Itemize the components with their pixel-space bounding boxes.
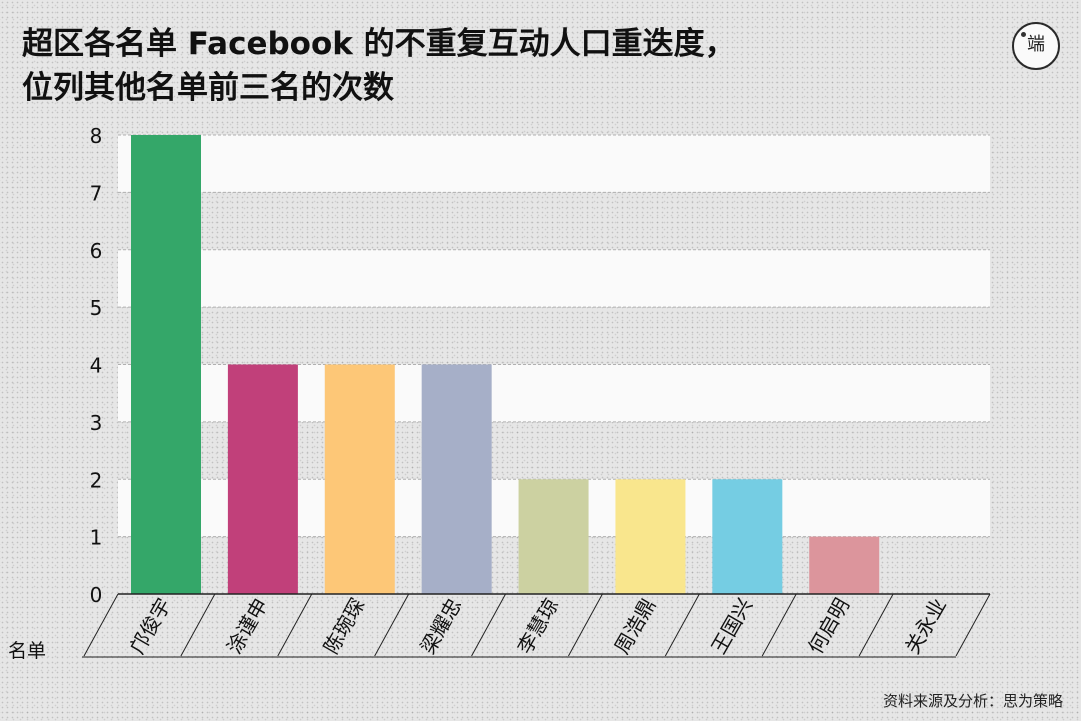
- bar: [421, 364, 492, 594]
- x-tick-separator: [83, 593, 119, 657]
- x-tick-separator: [374, 593, 410, 657]
- bar: [227, 364, 298, 594]
- x-category-label: 涂谨申: [222, 594, 273, 658]
- y-tick-label: 4: [90, 354, 103, 378]
- y-tick-label: 6: [90, 239, 103, 263]
- bar: [324, 364, 395, 594]
- bar: [712, 479, 783, 594]
- bar: [131, 135, 201, 594]
- y-tick-label: 8: [90, 124, 103, 148]
- y-tick-label: 2: [90, 468, 103, 492]
- y-tick-label: 7: [90, 181, 103, 205]
- x-axis-label: 名单: [8, 640, 46, 662]
- x-axis: [82, 593, 991, 658]
- grid-band: [118, 135, 990, 193]
- bar: [615, 479, 686, 594]
- bar: [809, 536, 880, 594]
- x-category-label: 关永业: [900, 594, 951, 658]
- y-tick-label: 0: [90, 583, 103, 607]
- y-tick-label: 5: [90, 296, 103, 320]
- x-tick-separator: [761, 593, 797, 657]
- x-category-label: 陈琬琛: [319, 594, 370, 658]
- grid-band: [118, 249, 990, 308]
- chart-title: 超区各名单 Facebook 的不重复互动人口重迭度， 位列其他名单前三名的次数: [22, 22, 736, 110]
- y-tick-label: 1: [90, 526, 103, 550]
- x-tick-separator: [180, 593, 216, 657]
- logo-glyph: 端: [1027, 34, 1045, 55]
- publisher-logo: 端: [1012, 22, 1060, 70]
- logo-dot-icon: [1021, 32, 1026, 37]
- x-tick-separator: [858, 593, 894, 657]
- x-category-label: 梁耀忠: [416, 594, 467, 658]
- source-note: 资料来源及分析：思为策略: [882, 692, 1063, 710]
- x-tick-separator: [277, 593, 313, 657]
- x-tick-separator: [955, 593, 991, 657]
- bars: [131, 135, 880, 594]
- chart-title-line-1: 超区各名单 Facebook 的不重复互动人口重迭度，: [22, 26, 736, 62]
- chart-title-line-2: 位列其他名单前三名的次数: [22, 70, 394, 106]
- x-tick-separator: [568, 593, 603, 657]
- x-category-label: 李慧琼: [513, 594, 564, 658]
- y-tick-labels: 0 1 2 3 4 5 6 7 8: [90, 124, 103, 607]
- x-category-label: 邝俊宇: [125, 594, 176, 658]
- y-tick-label: 3: [90, 411, 103, 435]
- x-category-label: 何启明: [803, 594, 854, 658]
- x-category-label: 周浩鼎: [609, 594, 660, 658]
- x-tick-separator: [664, 593, 700, 657]
- x-tick-separator: [471, 593, 506, 657]
- x-category-labels: 邝俊宇 涂谨申 陈琬琛 梁耀忠 李慧琼 周浩鼎 王国兴 何启明 关永业: [125, 594, 951, 658]
- bar: [518, 479, 589, 594]
- x-category-label: 王国兴: [706, 594, 757, 658]
